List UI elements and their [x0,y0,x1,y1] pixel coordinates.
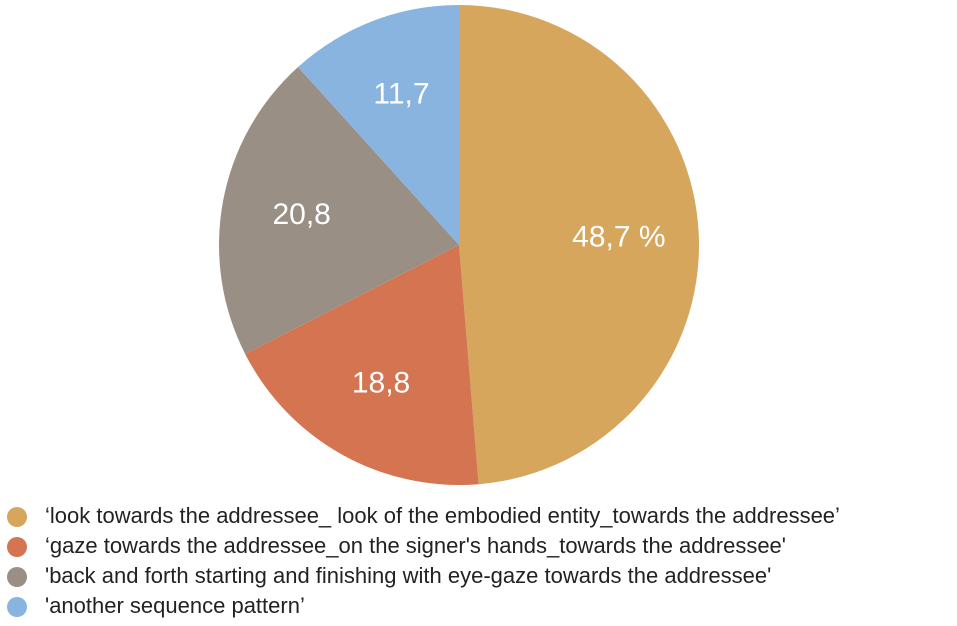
slice-label: 18,8 [352,367,410,400]
legend-swatch [7,597,27,617]
legend-label: ‘gaze towards the addressee_on the signe… [45,533,786,558]
slice-label: 20,8 [272,198,330,231]
legend-swatch [7,507,27,527]
pie-slice [245,245,479,486]
slice-label: 48,7 % [572,220,665,253]
legend-label: ‘look towards the addressee_ look of the… [45,503,840,528]
slice-label: 11,7 [373,78,429,111]
pie-slice [218,66,459,354]
pie-slice [459,5,700,485]
legend-label: 'another sequence pattern’ [45,593,305,618]
legend-label: 'back and forth starting and finishing w… [45,563,771,588]
pie-slice [298,5,459,245]
legend-swatch [7,537,27,557]
legend-swatch [7,567,27,587]
